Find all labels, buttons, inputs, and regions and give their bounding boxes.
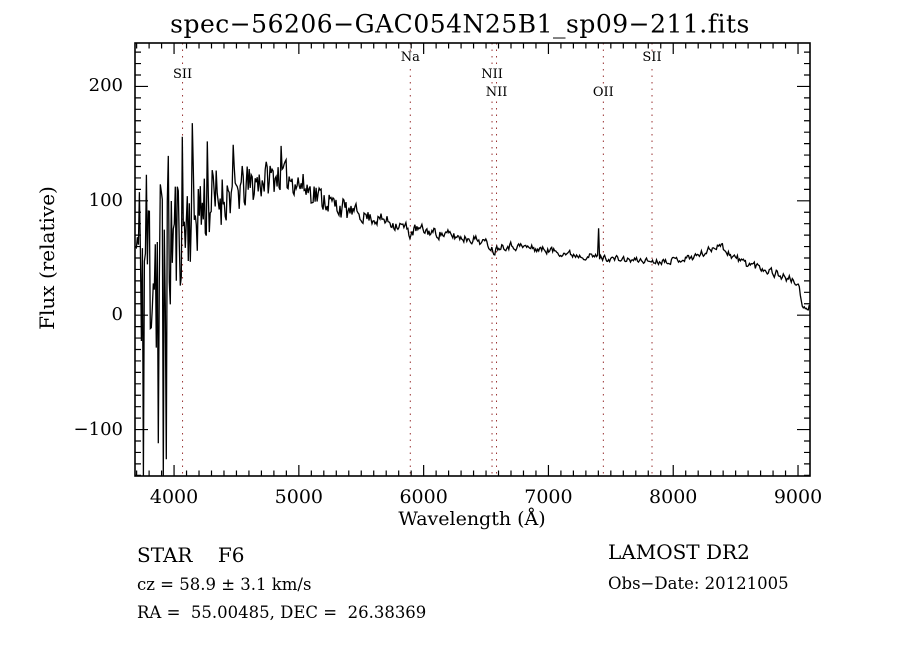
y-tick-label: 0: [111, 304, 123, 326]
spectrum-line: [134, 123, 810, 477]
spectral-line-label: SII: [641, 50, 663, 65]
cz-text: cz = 58.9 ± 3.1 km/s: [137, 575, 312, 594]
y-tick-label: 200: [88, 75, 123, 97]
y-tick-label: 100: [88, 189, 123, 211]
spectral-line-label: NII: [484, 85, 509, 100]
y-tick-label: −100: [73, 418, 123, 440]
spectral-line-label: NII: [480, 67, 504, 82]
chart-title: spec−56206−GAC054N25B1_sp09−211.fits: [170, 9, 750, 39]
x-tick-label: 5000: [274, 486, 324, 508]
x-tick-label: 8000: [649, 486, 698, 508]
x-tick-label: 6000: [399, 486, 448, 508]
spectral-line-label: OII: [591, 85, 615, 100]
ra-dec-text: RA = 55.00485, DEC = 26.38369: [137, 603, 427, 622]
spectral-line-label: SII: [171, 67, 194, 82]
obs-date-text: Obs−Date: 20121005: [608, 574, 789, 593]
axes-frame-and-ticks: [134, 42, 811, 477]
spectral-line-markers: [182, 43, 653, 476]
survey-text: LAMOST DR2: [608, 540, 750, 564]
x-tick-label: 7000: [524, 486, 573, 508]
classification-text: STAR F6: [137, 543, 245, 567]
x-tick-label: 4000: [149, 486, 199, 508]
spectral-line-label: Na: [399, 50, 421, 65]
x-tick-label: 9000: [773, 486, 823, 508]
x-axis-title: Wavelength (Å): [398, 508, 546, 530]
